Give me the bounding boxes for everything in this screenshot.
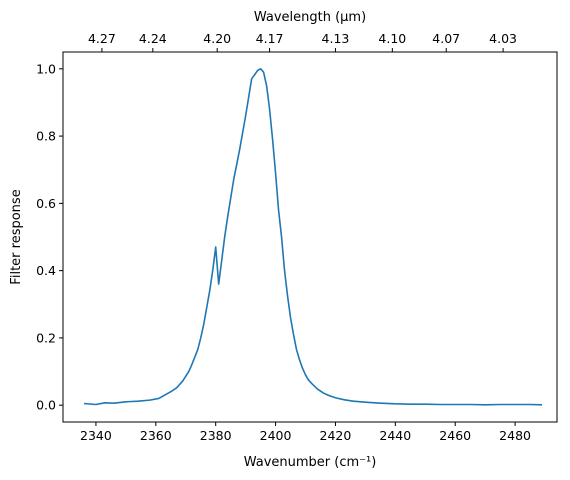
y-tick-label: 0.4 (36, 263, 56, 278)
top-tick-label: 4.24 (139, 31, 167, 46)
x-axis-label: Wavenumber (cm⁻¹) (244, 455, 377, 470)
y-axis-label: Filter response (9, 189, 24, 284)
x-tick-label: 2400 (260, 428, 292, 443)
top-tick-label: 4.10 (378, 31, 406, 46)
x-axis-bottom: 2340 2360 2380 2400 2420 2440 2460 2480 (80, 422, 531, 443)
top-tick-label: 4.20 (203, 31, 231, 46)
x-tick-label: 2480 (499, 428, 531, 443)
y-tick-label: 0.0 (36, 398, 56, 413)
x-tick-label: 2360 (140, 428, 172, 443)
x-tick-label: 2340 (80, 428, 112, 443)
top-tick-label: 4.27 (88, 31, 116, 46)
top-tick-label: 4.13 (322, 31, 350, 46)
top-tick-label: 4.03 (489, 31, 517, 46)
x-tick-label: 2460 (439, 428, 471, 443)
plot-area (62, 51, 558, 423)
series-line (83, 68, 543, 406)
y-axis-left: 0.0 0.2 0.4 0.6 0.8 1.0 (36, 61, 63, 413)
x-tick-label: 2440 (379, 428, 411, 443)
y-tick-label: 0.8 (36, 129, 56, 144)
x-axis-top: 4.27 4.24 4.20 4.17 4.13 4.10 4.07 4.03 (88, 31, 517, 52)
y-tick-label: 0.2 (36, 330, 56, 345)
x-tick-label: 2420 (320, 428, 352, 443)
x-tick-label: 2380 (200, 428, 232, 443)
y-tick-label: 1.0 (36, 61, 56, 76)
top-tick-label: 4.17 (256, 31, 284, 46)
top-axis-label: Wavelength (μm) (254, 10, 366, 25)
y-tick-label: 0.6 (36, 196, 56, 211)
top-tick-label: 4.07 (432, 31, 460, 46)
